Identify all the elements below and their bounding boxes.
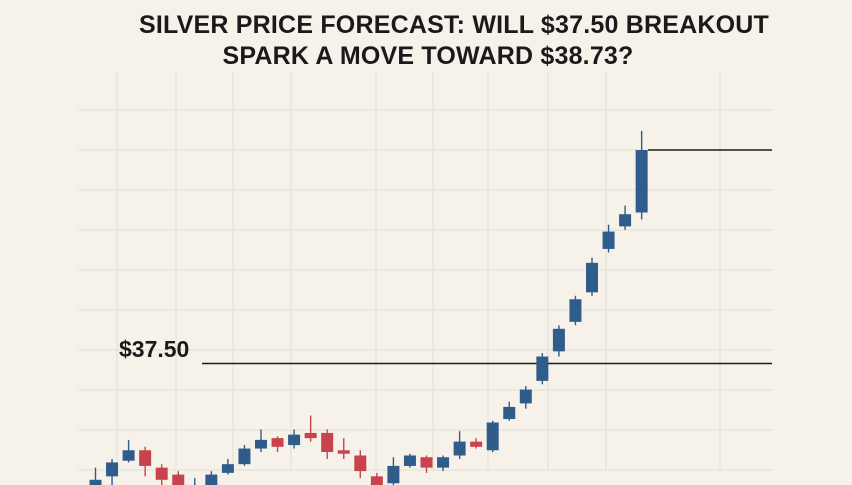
candle bbox=[89, 467, 102, 485]
candle-body bbox=[619, 214, 632, 227]
level-label: $37.50 bbox=[119, 336, 190, 362]
candle bbox=[420, 455, 433, 473]
candle bbox=[536, 353, 549, 385]
candle-body bbox=[437, 457, 450, 468]
candle bbox=[602, 224, 615, 253]
candle bbox=[354, 450, 367, 479]
candle-body bbox=[337, 450, 350, 454]
candle-body bbox=[271, 438, 284, 447]
candle bbox=[569, 295, 582, 326]
chart-title-line-2: SPARK A MOVE TOWARD $38.73? bbox=[222, 42, 634, 70]
candle-body bbox=[288, 434, 301, 446]
candle bbox=[619, 205, 632, 230]
candle-body bbox=[139, 450, 152, 466]
candle bbox=[370, 472, 383, 485]
candle bbox=[288, 429, 301, 449]
candle bbox=[271, 436, 284, 453]
candle-body bbox=[503, 406, 516, 420]
candle bbox=[519, 386, 532, 409]
candle bbox=[586, 257, 598, 296]
candle bbox=[221, 458, 234, 475]
candle bbox=[304, 415, 317, 442]
candle bbox=[403, 453, 416, 468]
candle-body bbox=[420, 457, 433, 468]
candle-body bbox=[552, 328, 565, 352]
candle bbox=[238, 445, 251, 466]
candle bbox=[172, 471, 185, 485]
candle bbox=[503, 401, 516, 421]
candle-body bbox=[387, 465, 400, 484]
candle bbox=[255, 429, 267, 453]
candle-body bbox=[486, 422, 499, 451]
candle bbox=[337, 438, 350, 459]
candle-body bbox=[321, 432, 334, 453]
candle-body bbox=[89, 479, 102, 485]
candle bbox=[139, 446, 152, 477]
candle bbox=[486, 420, 499, 453]
candle-body bbox=[354, 455, 367, 472]
candle-body bbox=[453, 441, 466, 456]
candle-body bbox=[569, 299, 582, 322]
candle-body bbox=[155, 467, 168, 480]
candle bbox=[205, 471, 218, 485]
candle-body bbox=[470, 441, 483, 447]
chart-title-line-1: SILVER PRICE FORECAST: WILL $37.50 BREAK… bbox=[139, 11, 769, 39]
candle-body bbox=[635, 150, 648, 213]
candle bbox=[321, 429, 334, 459]
grid-layer bbox=[78, 72, 772, 471]
candle bbox=[122, 439, 135, 463]
candle bbox=[387, 457, 400, 485]
candle-body bbox=[370, 476, 383, 485]
candle-body bbox=[122, 450, 135, 461]
levels-layer bbox=[202, 149, 772, 365]
candle-body bbox=[586, 262, 598, 293]
candles-layer bbox=[89, 130, 648, 485]
candle bbox=[194, 478, 196, 485]
candle-body bbox=[172, 474, 185, 485]
chart-title: SILVER PRICE FORECAST: WILL $37.50 BREAK… bbox=[0, 10, 852, 72]
candle-body bbox=[238, 448, 251, 465]
candle bbox=[470, 438, 483, 449]
candle-body bbox=[602, 231, 615, 249]
candle-body bbox=[221, 464, 234, 473]
candle bbox=[635, 130, 648, 220]
candle-body bbox=[536, 356, 549, 381]
candle bbox=[437, 455, 450, 472]
candle bbox=[552, 325, 565, 357]
candle-body bbox=[205, 474, 218, 485]
candle-body bbox=[403, 455, 416, 466]
candle bbox=[155, 464, 168, 485]
candle-body bbox=[255, 439, 267, 449]
candle-body bbox=[519, 389, 532, 404]
candle-body bbox=[304, 432, 317, 439]
candle bbox=[453, 431, 466, 459]
candle bbox=[106, 458, 119, 485]
candle-body bbox=[106, 462, 119, 477]
